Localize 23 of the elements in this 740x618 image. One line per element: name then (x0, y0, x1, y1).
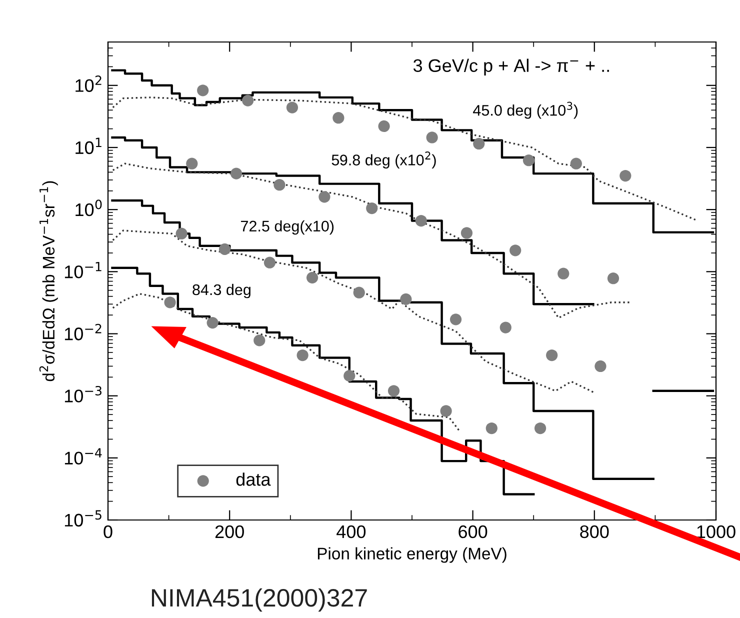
y-tick-label: 10$^{2}$ (76, 76, 102, 92)
text: NIMA451(2000)327 (152, 588, 367, 612)
annotation: 59.8 deg (x10$^{2}$) (332, 152, 436, 168)
y-tick-label: 10$^{−4}$ (64, 448, 102, 465)
y-axis-title: d$^{2}$σ/dEdΩ (mb MeV$^{−1}$sr$^{−1}$) (39, 181, 58, 382)
x-tick-label: 200 (215, 525, 244, 538)
x-tick-label: 800 (580, 525, 609, 538)
legend-label: data (236, 472, 271, 486)
y-tick-label: 10$^{−5}$ (64, 510, 102, 527)
x-axis-title: Pion kinetic energy (MeV) (318, 547, 506, 563)
y-tick-label: 10$^{0}$ (76, 200, 102, 216)
x-tick-label: 0 (104, 525, 112, 538)
x-tick-label: 400 (336, 525, 366, 538)
x-tick-label: 1000 (697, 525, 736, 538)
annotation: 84.3 deg (192, 284, 250, 298)
annotation: 45.0 deg (x10$^{3}$) (473, 102, 578, 119)
y-tick-label: 10$^{−2}$ (64, 324, 102, 340)
x-tick-label: 600 (458, 525, 488, 538)
text: 3 GeV/c p + Al -> π$^{−}$ + .. (413, 58, 609, 76)
y-tick-label: 10$^{−1}$ (64, 262, 102, 278)
y-tick-label: 10$^{1}$ (76, 138, 102, 154)
y-tick-label: 10$^{−3}$ (64, 386, 102, 402)
annotation: 72.5 deg(x10) (241, 220, 334, 235)
